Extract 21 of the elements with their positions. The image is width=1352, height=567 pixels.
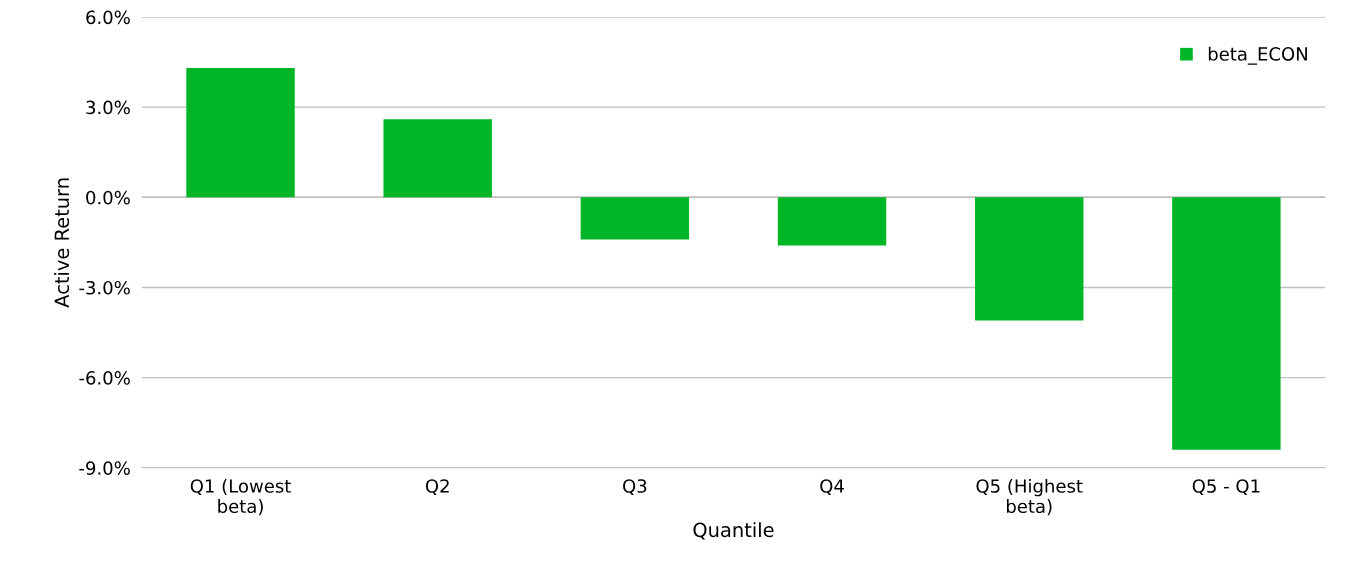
x-tick-label: Q5 - Q1: [1192, 479, 1260, 495]
x-tick-label: Q1 (Lowest beta): [190, 478, 291, 516]
bar: [186, 68, 295, 198]
y-tick-label: -6.0%: [79, 371, 130, 385]
bar: [383, 119, 492, 198]
y-axis-title: Active Return: [54, 178, 70, 308]
x-axis-title: Quantile: [693, 522, 774, 540]
x-tick-label: Q3: [623, 479, 647, 495]
bar: [580, 197, 690, 240]
bar: [777, 197, 887, 246]
x-tick-label: Q4: [820, 479, 844, 495]
y-tick-label: 6.0%: [86, 10, 130, 25]
y-tick-label: -9.0%: [79, 461, 130, 475]
legend-label: beta_ECON: [1208, 46, 1307, 65]
bar: [974, 197, 1084, 321]
y-tick-label: -3.0%: [79, 280, 130, 295]
y-tick-label: 3.0%: [86, 100, 130, 115]
x-tick-label: Q2: [425, 479, 449, 495]
bar: [1172, 197, 1281, 450]
x-tick-label: Q5 (Highest beta): [976, 478, 1083, 516]
y-tick-label: 0.0%: [86, 190, 130, 205]
